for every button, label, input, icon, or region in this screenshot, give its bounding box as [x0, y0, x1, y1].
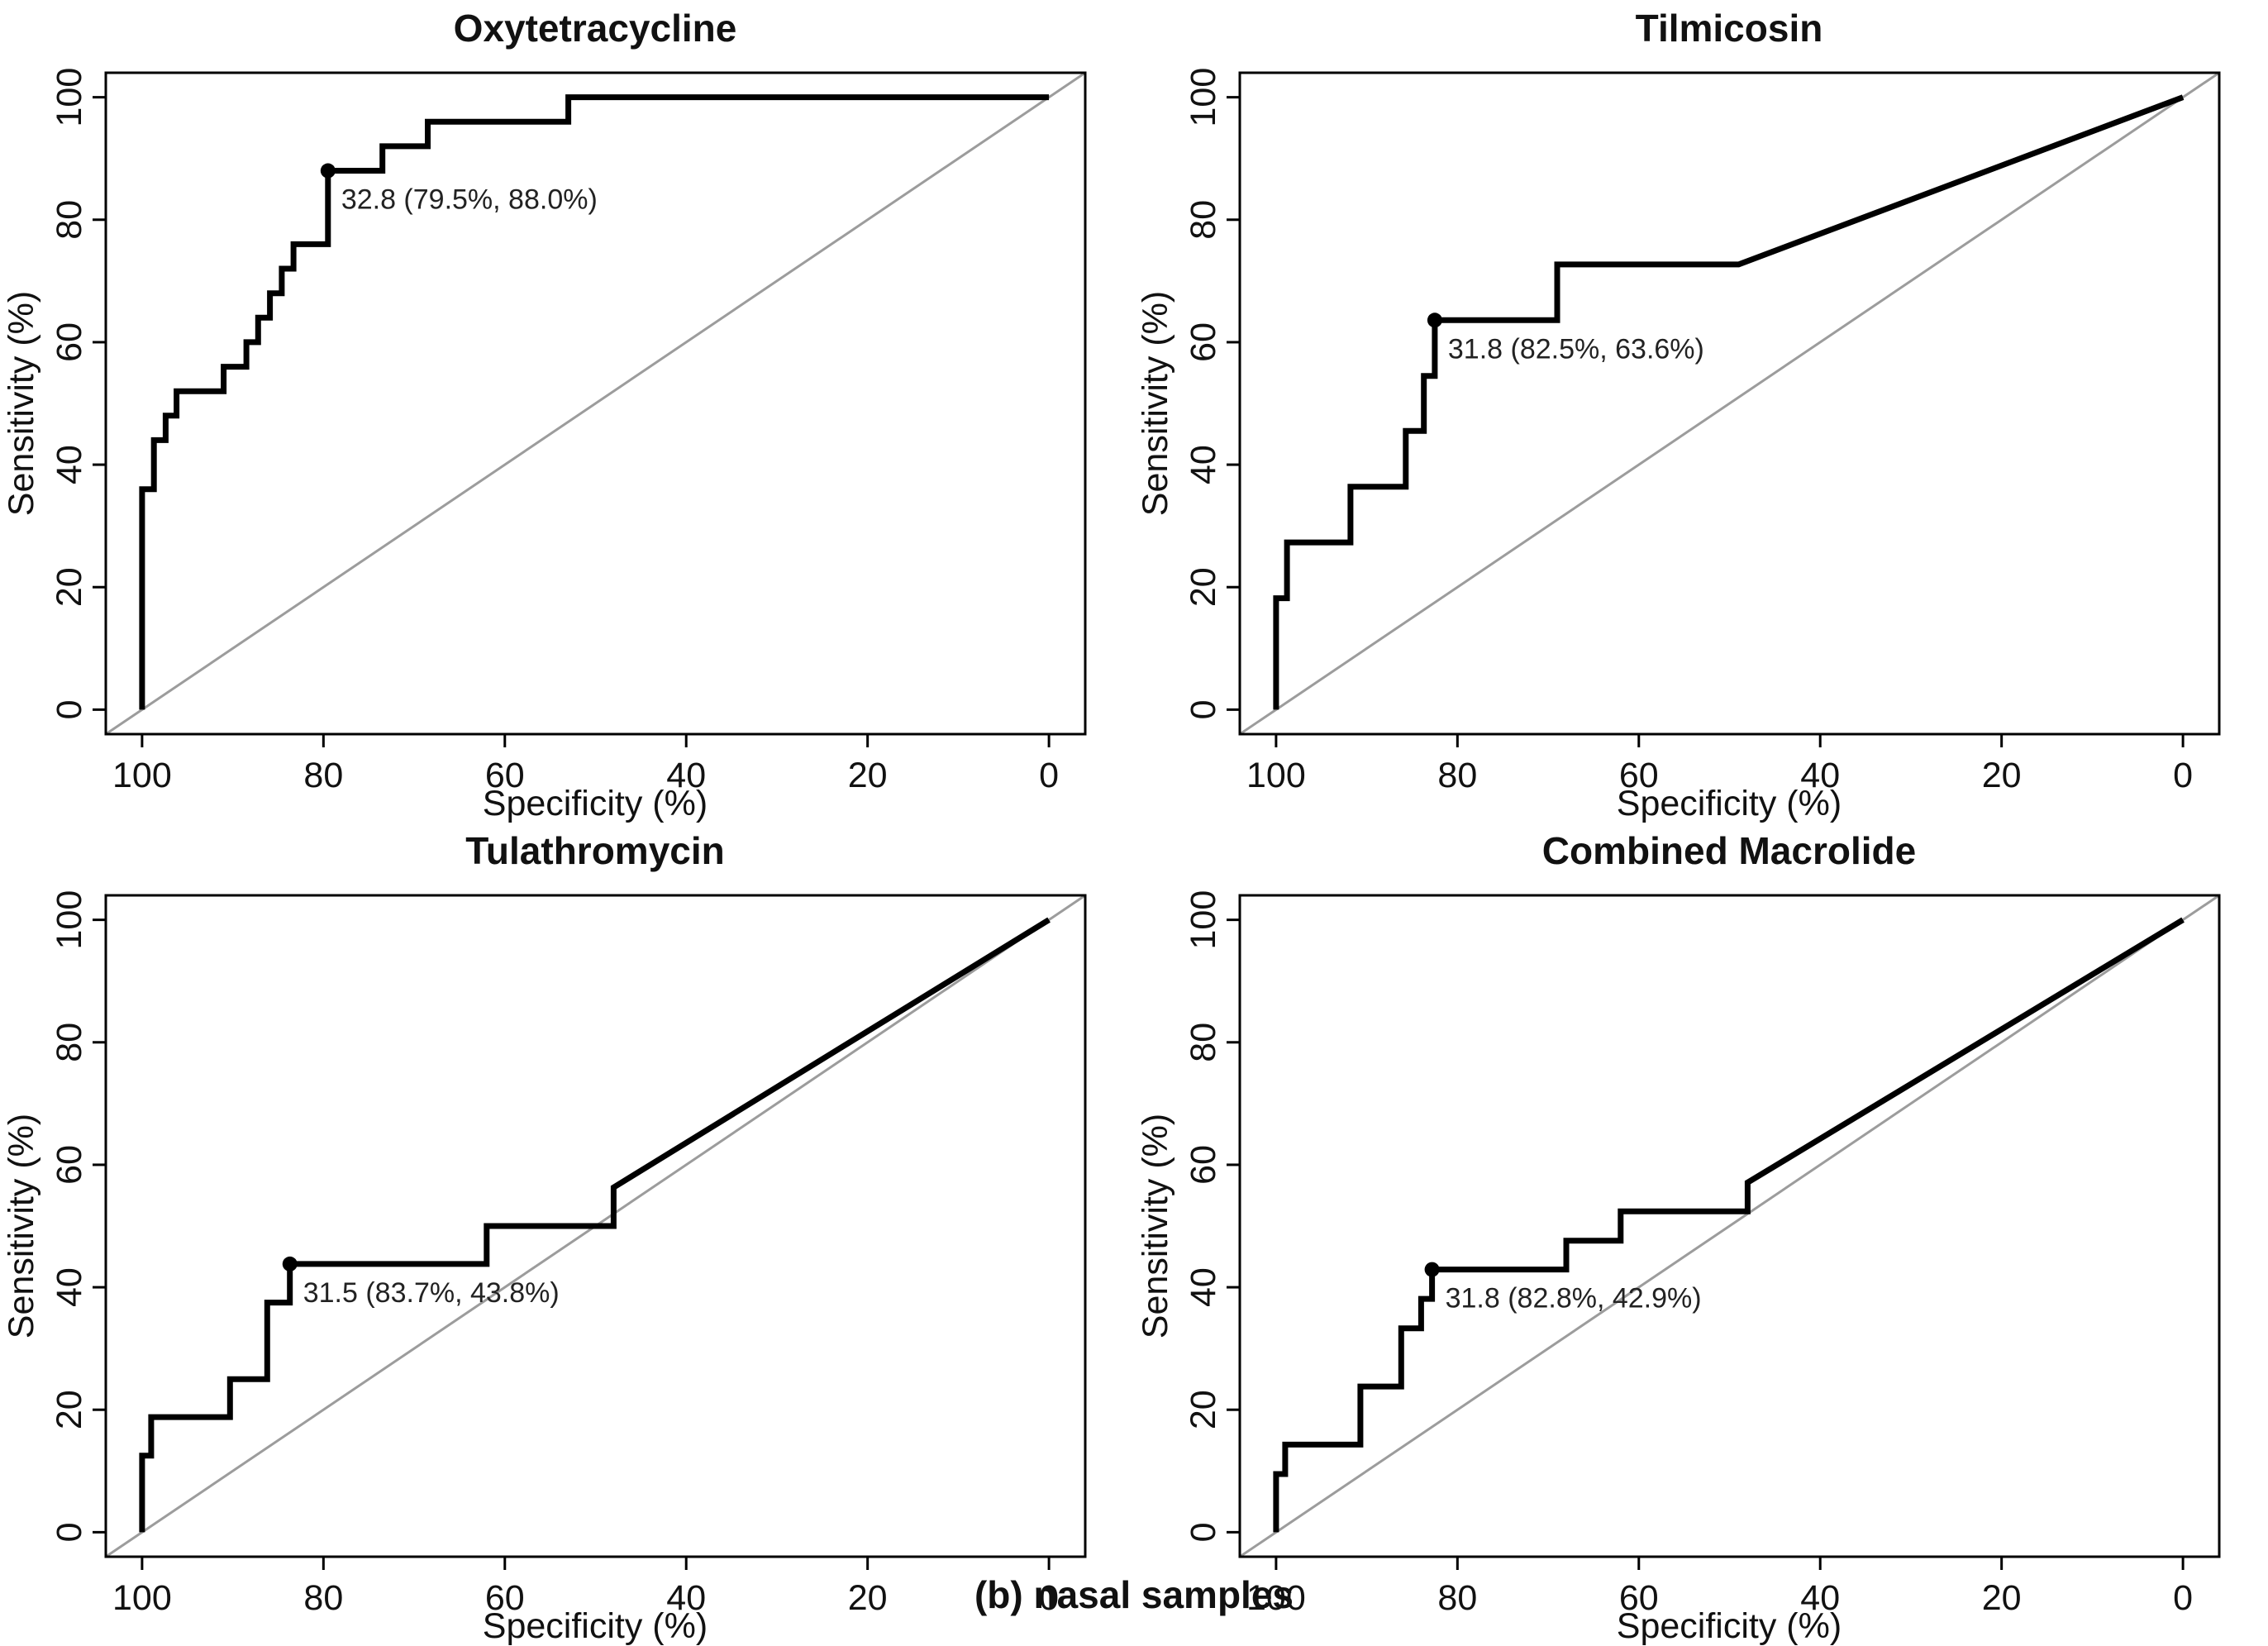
reference-diagonal-line: [1239, 894, 2220, 1558]
y-tick-label: 20: [1184, 1390, 1223, 1429]
y-tick-label: 40: [50, 445, 89, 484]
y-tick-label: 0: [1184, 1522, 1223, 1542]
x-tick-label: 60: [485, 1578, 525, 1618]
y-tick-label: 60: [1184, 1145, 1223, 1185]
x-tick-label: 20: [848, 756, 888, 795]
chart-title: Tulathromycin: [465, 829, 725, 872]
y-tick-label: 60: [50, 1145, 89, 1185]
y-tick-label: 0: [50, 1522, 89, 1542]
roc-curve: [1273, 94, 2185, 710]
plot-box: [1238, 71, 2221, 736]
x-tick-label: 80: [1437, 1578, 1477, 1618]
y-tick-label: 80: [1184, 1023, 1223, 1062]
x-tick-label: 100: [112, 1578, 172, 1618]
x-tick-label: 40: [666, 1578, 706, 1618]
roc-curve: [1273, 917, 2185, 1533]
x-tick-label: 20: [1982, 1578, 2022, 1618]
x-tick-label: 60: [485, 756, 525, 795]
threshold-point: [1424, 1262, 1440, 1277]
threshold-point: [320, 163, 336, 179]
figure-caption: (b) nasal samples: [974, 1573, 1294, 1616]
plot-box: [1238, 894, 2221, 1558]
x-tick-label: 80: [303, 756, 343, 795]
reference-diagonal-line: [1239, 71, 2220, 736]
x-tick-label: 80: [1437, 756, 1477, 795]
plot-area: 100 80 60 40 20 0 0 20 40 60 80 100 31.5 (83.7%, 43.…: [50, 890, 1087, 1618]
roc-plot-tilmicosin: Tilmicosin Specificity (%) Sensitivity (…: [1136, 7, 2221, 823]
y-tick-label: 20: [1184, 567, 1223, 607]
y-tick-label: 80: [50, 200, 89, 240]
threshold-point: [282, 1256, 298, 1271]
threshold-annotation: 31.5 (83.7%, 43.8%): [303, 1277, 560, 1309]
plot-area: 100 80 60 40 20 0 0 20 40 60 80 100 31.8 (82.5%, 63.…: [1184, 68, 2221, 795]
reference-diagonal-line: [105, 71, 1086, 736]
roc-plot-combined-macrolide: Combined Macrolide Specificity (%) Sensi…: [1136, 829, 2221, 1645]
y-tick-label: 80: [1184, 200, 1223, 240]
plot-box: [104, 71, 1087, 736]
threshold-annotation: 31.8 (82.8%, 42.9%): [1446, 1283, 1702, 1314]
x-tick-label: 20: [1982, 756, 2022, 795]
x-tick-label: 40: [1800, 756, 1840, 795]
y-tick-label: 60: [1184, 322, 1223, 362]
x-axis-label: Specificity (%): [483, 1606, 708, 1645]
roc-panel-oxytetracycline: Oxytetracycline Specificity (%) Sensitiv…: [0, 0, 1134, 823]
x-tick-label: 0: [1039, 1578, 1059, 1618]
y-tick-label: 100: [50, 68, 89, 127]
chart-title: Tilmicosin: [1636, 7, 1823, 50]
x-tick-label: 100: [1246, 756, 1306, 795]
y-tick-label: 0: [50, 699, 89, 719]
roc-plot-tulathromycin: Tulathromycin Specificity (%) Sensitivit…: [2, 829, 1087, 1645]
y-tick-label: 40: [1184, 1267, 1223, 1307]
roc-panel-tilmicosin: Tilmicosin Specificity (%) Sensitivity (…: [1134, 0, 2268, 823]
threshold-annotation: 31.8 (82.5%, 63.6%): [1448, 333, 1704, 365]
plot-area: 100 80 60 40 20 0 0 20 40 60 80 100 32.8 (79.5%, 88.…: [50, 68, 1087, 795]
x-tick-label: 0: [2173, 756, 2193, 795]
x-tick-label: 100: [1246, 1578, 1306, 1618]
x-tick-label: 0: [2173, 1578, 2193, 1618]
chart-title: Oxytetracycline: [454, 7, 737, 50]
y-tick-label: 60: [50, 322, 89, 362]
roc-plot-oxytetracycline: Oxytetracycline Specificity (%) Sensitiv…: [2, 7, 1087, 823]
roc-curve: [139, 917, 1051, 1533]
y-axis-label: Sensitivity (%): [1136, 1114, 1175, 1338]
x-axis-label: Specificity (%): [1617, 1606, 1842, 1645]
x-axis-label: Specificity (%): [1617, 784, 1842, 823]
x-tick-label: 80: [303, 1578, 343, 1618]
y-tick-label: 100: [1184, 68, 1223, 127]
x-tick-label: 0: [1039, 756, 1059, 795]
x-axis-label: Specificity (%): [483, 784, 708, 823]
x-tick-label: 60: [1619, 1578, 1659, 1618]
y-tick-label: 20: [50, 1390, 89, 1429]
roc-panel-tulathromycin: Tulathromycin Specificity (%) Sensitivit…: [0, 823, 1134, 1645]
y-tick-label: 40: [1184, 445, 1223, 484]
y-axis-label: Sensitivity (%): [2, 291, 41, 516]
chart-title: Combined Macrolide: [1542, 829, 1916, 872]
y-tick-label: 20: [50, 567, 89, 607]
x-tick-label: 20: [848, 1578, 888, 1618]
y-tick-label: 80: [50, 1023, 89, 1062]
plot-area: 100 80 60 40 20 0 0 20 40 60 80 100 31.8 (82.8%, 42.…: [1184, 890, 2221, 1618]
y-axis-label: Sensitivity (%): [1136, 291, 1175, 516]
roc-panel-combined-macrolide: Combined Macrolide Specificity (%) Sensi…: [1134, 823, 2268, 1645]
y-tick-label: 100: [50, 890, 89, 950]
x-tick-label: 60: [1619, 756, 1659, 795]
y-tick-label: 40: [50, 1267, 89, 1307]
y-axis-label: Sensitivity (%): [2, 1114, 41, 1338]
y-tick-label: 0: [1184, 699, 1223, 719]
threshold-annotation: 32.8 (79.5%, 88.0%): [341, 184, 598, 216]
plot-box: [104, 894, 1087, 1558]
threshold-point: [1427, 313, 1442, 328]
x-tick-label: 40: [666, 756, 706, 795]
x-tick-label: 40: [1800, 1578, 1840, 1618]
y-tick-label: 100: [1184, 890, 1223, 950]
roc-curve: [139, 94, 1050, 710]
x-tick-label: 100: [112, 756, 172, 795]
